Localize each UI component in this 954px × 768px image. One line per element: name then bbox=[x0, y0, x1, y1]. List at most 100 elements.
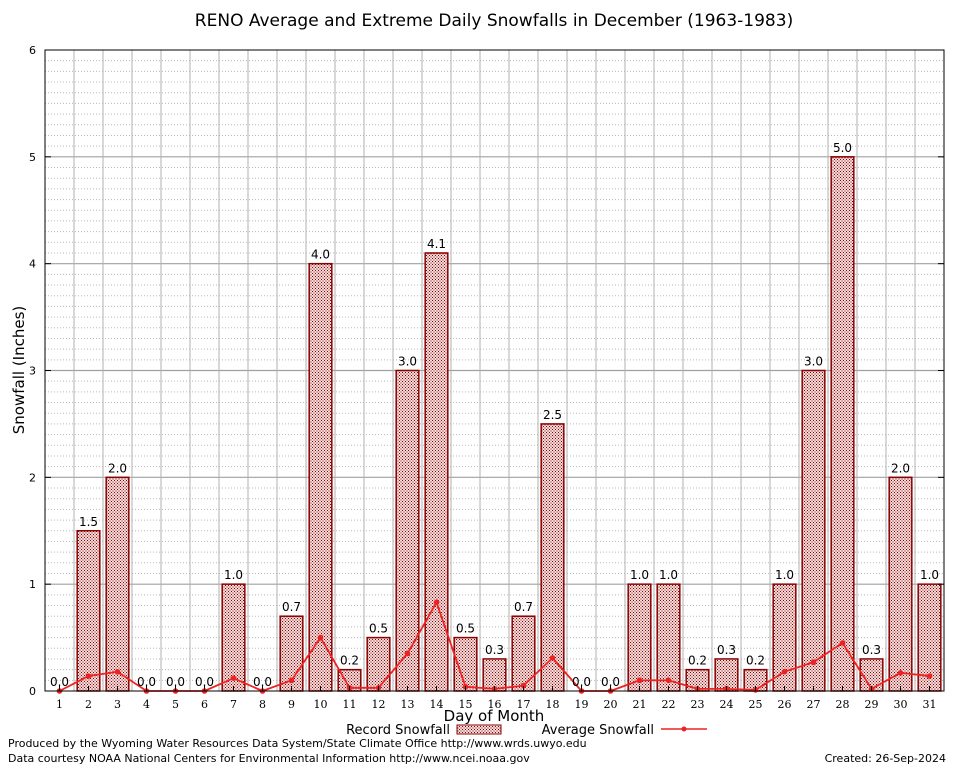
average-point bbox=[404, 650, 411, 657]
x-tick-label: 29 bbox=[865, 698, 879, 711]
bar-value-label: 0.0 bbox=[50, 675, 69, 689]
average-point bbox=[520, 682, 527, 689]
average-point bbox=[665, 677, 672, 684]
x-tick-label: 7 bbox=[230, 698, 237, 711]
grid bbox=[45, 50, 944, 691]
legend-record-label: Record Snowfall bbox=[346, 723, 450, 738]
bar-day-18 bbox=[540, 423, 565, 692]
bar-value-label: 4.1 bbox=[427, 237, 446, 251]
bar-day-7 bbox=[221, 583, 246, 692]
bar-value-label: 0.5 bbox=[456, 622, 475, 636]
bar-value-label: 2.0 bbox=[891, 461, 910, 475]
average-point bbox=[897, 670, 904, 676]
bar-day-17 bbox=[511, 615, 536, 692]
average-point bbox=[810, 659, 817, 665]
x-tick-label: 4 bbox=[143, 698, 150, 711]
bar-value-label: 0.5 bbox=[369, 622, 388, 636]
average-point bbox=[433, 599, 440, 606]
bar-value-label: 4.0 bbox=[311, 248, 330, 262]
average-point bbox=[781, 668, 788, 675]
y-tick-label: 3 bbox=[29, 365, 36, 378]
bar-value-label: 3.0 bbox=[804, 355, 823, 369]
x-tick-label: 6 bbox=[201, 698, 208, 711]
x-tick-label: 10 bbox=[314, 698, 328, 711]
bar-value-label: 1.0 bbox=[920, 568, 939, 582]
average-point bbox=[317, 634, 324, 641]
bar-day-27 bbox=[801, 369, 826, 692]
x-tick-label: 3 bbox=[114, 698, 121, 711]
bar-day-30 bbox=[888, 476, 913, 692]
bar-day-21 bbox=[627, 583, 652, 692]
bar-value-label: 0.2 bbox=[340, 654, 359, 668]
x-tick-label: 11 bbox=[343, 698, 357, 711]
bar-value-label: 0.0 bbox=[572, 675, 591, 689]
y-tick-label: 4 bbox=[29, 258, 36, 271]
bar-value-label: 5.0 bbox=[833, 141, 852, 155]
x-tick-label: 22 bbox=[662, 698, 676, 711]
average-point bbox=[839, 640, 846, 646]
bar-value-label: 0.0 bbox=[166, 675, 185, 689]
bar-value-label: 0.3 bbox=[862, 643, 881, 657]
bar-value-label: 1.0 bbox=[224, 568, 243, 582]
average-point bbox=[288, 677, 295, 684]
legend: Record Snowfall Average Snowfall bbox=[346, 723, 707, 738]
bar-value-label: 1.0 bbox=[630, 568, 649, 582]
x-tick-label: 30 bbox=[894, 698, 908, 711]
x-tick-label: 12 bbox=[372, 698, 386, 711]
footer-created-date: Created: 26-Sep-2024 bbox=[824, 752, 946, 765]
x-tick-label: 25 bbox=[749, 698, 763, 711]
bar-value-label: 2.0 bbox=[108, 461, 127, 475]
bar-value-label: 0.7 bbox=[282, 600, 301, 614]
x-tick-label: 17 bbox=[517, 698, 531, 711]
x-tick-label: 23 bbox=[691, 698, 705, 711]
x-tick-label: 19 bbox=[575, 698, 589, 711]
bar-day-13 bbox=[395, 369, 420, 692]
average-point bbox=[85, 673, 92, 679]
x-tick-label: 2 bbox=[85, 698, 92, 711]
legend-average-marker bbox=[681, 726, 687, 732]
footer-data-courtesy: Data courtesy NOAA National Centers for … bbox=[8, 752, 530, 765]
y-tick-label: 2 bbox=[29, 471, 36, 484]
bar-value-label: 0.0 bbox=[137, 675, 156, 689]
x-tick-label: 24 bbox=[720, 698, 734, 711]
x-tick-label: 16 bbox=[488, 698, 502, 711]
bar-day-10 bbox=[308, 262, 333, 692]
x-tick-label: 26 bbox=[778, 698, 792, 711]
bar-value-label: 0.0 bbox=[195, 675, 214, 689]
bar-day-26 bbox=[772, 583, 797, 692]
legend-record-swatch bbox=[456, 724, 502, 735]
y-axis-label: Snowfall (Inches) bbox=[10, 306, 28, 434]
bar-value-label: 0.2 bbox=[746, 654, 765, 668]
bar-day-2 bbox=[76, 530, 101, 692]
bar-value-label: 1.5 bbox=[79, 515, 98, 529]
y-tick-label: 5 bbox=[29, 151, 36, 164]
y-tick-label: 0 bbox=[29, 685, 36, 698]
average-point bbox=[230, 675, 237, 681]
average-point bbox=[926, 673, 933, 679]
x-tick-label: 1 bbox=[56, 698, 63, 711]
bar-value-label: 0.3 bbox=[717, 643, 736, 657]
y-tick-label: 1 bbox=[29, 578, 36, 591]
bar-value-label: 0.2 bbox=[688, 654, 707, 668]
x-axis-label: Day of Month bbox=[444, 707, 545, 725]
average-point bbox=[549, 655, 556, 661]
average-point bbox=[636, 677, 643, 684]
x-tick-label: 18 bbox=[546, 698, 560, 711]
x-tick-label: 8 bbox=[259, 698, 266, 711]
bar-value-label: 1.0 bbox=[775, 568, 794, 582]
average-point bbox=[114, 668, 121, 675]
bar-value-label: 2.5 bbox=[543, 408, 562, 422]
bar-value-label: 3.0 bbox=[398, 355, 417, 369]
x-tick-label: 15 bbox=[459, 698, 473, 711]
y-tick-label: 6 bbox=[29, 44, 36, 57]
bars bbox=[76, 156, 942, 692]
bar-labels: 0.0 1.5 2.0 0.0 0.0 0.0 1.0 0.0 0.7 4.0 0.2 0.5 3.0 4… bbox=[50, 141, 939, 689]
x-tick-label: 31 bbox=[923, 698, 937, 711]
x-tick-label: 28 bbox=[836, 698, 850, 711]
bar-value-label: 0.3 bbox=[485, 643, 504, 657]
x-tick-label: 9 bbox=[288, 698, 295, 711]
bar-day-3 bbox=[105, 476, 130, 692]
bar-value-label: 1.0 bbox=[659, 568, 678, 582]
x-tick-label: 5 bbox=[172, 698, 179, 711]
